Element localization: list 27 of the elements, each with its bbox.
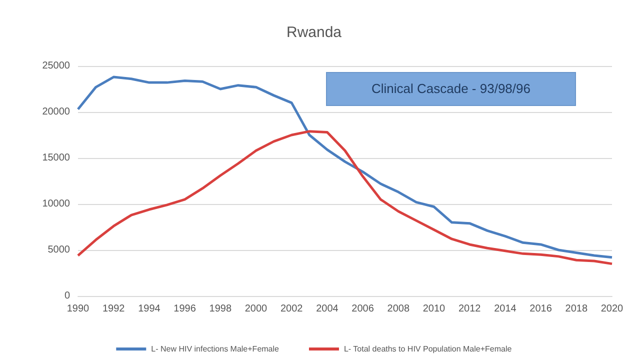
legend-label: L- New HIV infections Male+Female (151, 344, 280, 354)
x-tick-label: 1996 (174, 304, 196, 314)
line-series (76, 76, 614, 259)
y-tick-label: 0 (64, 290, 70, 302)
y-tick-label: 10000 (42, 198, 70, 210)
x-tick-label: 2016 (530, 304, 552, 314)
y-tick-label: 25000 (42, 60, 70, 72)
x-tick-label: 2018 (565, 304, 588, 314)
x-tick-label: 2004 (316, 304, 339, 314)
x-tick-label: 2010 (422, 304, 446, 314)
chart-title: Rwanda (286, 24, 342, 41)
x-tick-label: 2002 (280, 304, 304, 314)
x-tick-label: 2020 (600, 304, 624, 314)
x-tick-label: 1992 (102, 304, 126, 314)
x-tick-label: 2000 (244, 304, 268, 314)
y-tick-label: 15000 (42, 152, 70, 164)
x-tick-label: 2006 (352, 304, 374, 314)
y-tick-label: 20000 (42, 106, 70, 118)
legend-label: L- Total deaths to HIV Population Male+Female (344, 344, 512, 354)
x-tick-label: 2014 (494, 304, 517, 314)
y-tick-label: 5000 (48, 244, 70, 256)
x-tick-label: 1994 (138, 304, 161, 314)
x-tick-label: 2012 (458, 304, 482, 314)
x-tick-label: 1998 (209, 304, 232, 314)
x-tick-label: 2008 (387, 304, 410, 314)
x-tick-label: 1990 (66, 304, 90, 314)
line-series (76, 130, 614, 266)
